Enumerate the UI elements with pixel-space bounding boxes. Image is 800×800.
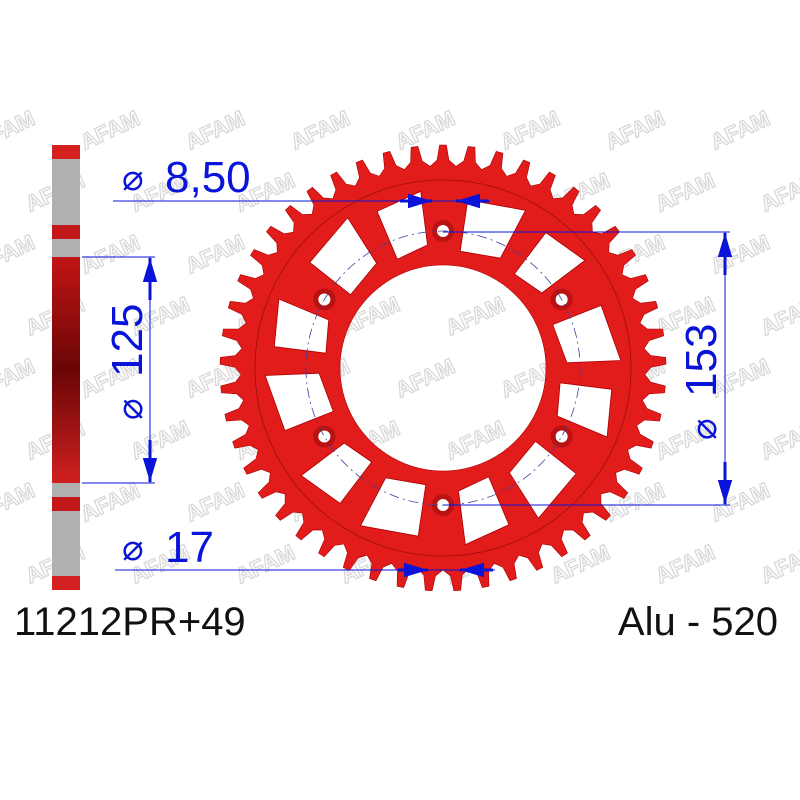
svg-text:17: 17 [165, 523, 214, 572]
watermark-logo: AFAM [652, 168, 719, 217]
svg-text:⌀: ⌀ [122, 157, 144, 198]
lightening-window [360, 477, 427, 537]
watermark-logo: AFAM [392, 106, 459, 155]
lightening-window [264, 372, 334, 431]
dimension-lines [82, 193, 733, 578]
watermark-logo: AFAM [602, 106, 669, 155]
part-number: 11212PR+49 [14, 600, 246, 644]
watermark-logo: AFAM [232, 540, 299, 589]
watermark-logo: AFAM [0, 478, 39, 527]
svg-text:⌀: ⌀ [109, 398, 150, 420]
svg-text:⌀: ⌀ [683, 418, 724, 440]
watermark-logo: AFAM [77, 106, 144, 155]
lightening-window [458, 476, 510, 545]
watermark-logo: AFAM [182, 478, 249, 527]
watermark-logo: AFAM [77, 230, 144, 279]
lightening-window [459, 199, 526, 259]
watermark-logo: AFAM [757, 540, 800, 589]
watermark-logo: AFAM [707, 230, 774, 279]
lightening-window [273, 298, 330, 354]
dimension-pcd: ⌀ 125 [103, 304, 152, 420]
lightening-window [556, 382, 613, 438]
lightening-window [552, 305, 622, 364]
bolt-hole [318, 430, 331, 443]
watermark-logo: AFAM [707, 106, 774, 155]
watermark-logo: AFAM [757, 416, 800, 465]
svg-text:125: 125 [103, 304, 152, 377]
watermark-logo: AFAM [0, 106, 39, 155]
watermark-logo: AFAM [392, 354, 459, 403]
dimension-thickness: ⌀ 17 [122, 523, 214, 572]
lightening-window [376, 191, 428, 260]
dimension-center-bore: ⌀ 153 [677, 324, 726, 440]
dimension-bolt-hole: ⌀ 8,50 [122, 153, 251, 202]
sprocket-side-profile [52, 145, 80, 590]
svg-text:⌀: ⌀ [122, 527, 144, 568]
watermark-logo: AFAM [757, 168, 800, 217]
watermark-logo: AFAM [182, 106, 249, 155]
svg-text:153: 153 [677, 324, 726, 397]
watermark-logo: AFAM [127, 416, 194, 465]
lightening-window [509, 440, 577, 519]
material-pitch: Alu - 520 [617, 600, 778, 644]
watermark-logo: AFAM [287, 106, 354, 155]
sprocket-front-view [219, 144, 667, 592]
watermark-logo: AFAM [0, 230, 39, 279]
watermark-logo: AFAM [77, 478, 144, 527]
watermark-logo: AFAM [497, 106, 564, 155]
lightening-window [300, 442, 373, 504]
lightening-window [309, 217, 377, 296]
svg-text:8,50: 8,50 [165, 153, 251, 202]
watermark-logo: AFAM [0, 354, 39, 403]
watermark-logo: AFAM [757, 292, 800, 341]
watermark-logo: AFAM [182, 230, 249, 279]
watermark-logo: AFAM [652, 540, 719, 589]
watermark-logo: AFAM [442, 292, 509, 341]
bolt-hole [555, 430, 568, 443]
lightening-window [513, 232, 586, 294]
watermark-logo: AFAM [707, 478, 774, 527]
